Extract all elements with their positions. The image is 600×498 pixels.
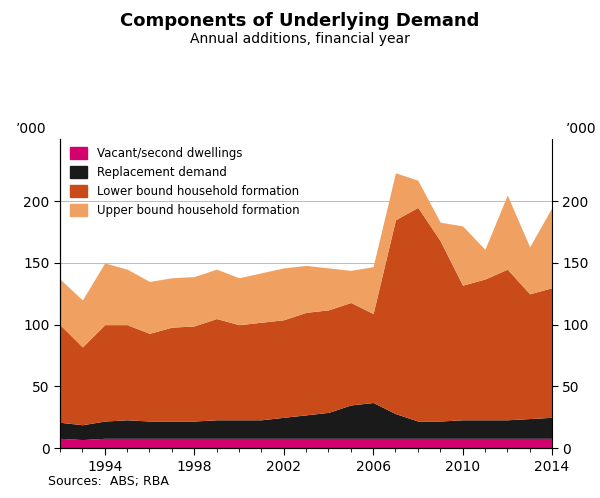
Text: ’000: ’000 [16, 123, 46, 136]
Text: ’000: ’000 [566, 123, 596, 136]
Legend: Vacant/second dwellings, Replacement demand, Lower bound household formation, Up: Vacant/second dwellings, Replacement dem… [65, 142, 304, 222]
Text: Components of Underlying Demand: Components of Underlying Demand [121, 12, 479, 30]
Text: Sources:  ABS; RBA: Sources: ABS; RBA [48, 475, 169, 488]
Text: Annual additions, financial year: Annual additions, financial year [190, 32, 410, 46]
